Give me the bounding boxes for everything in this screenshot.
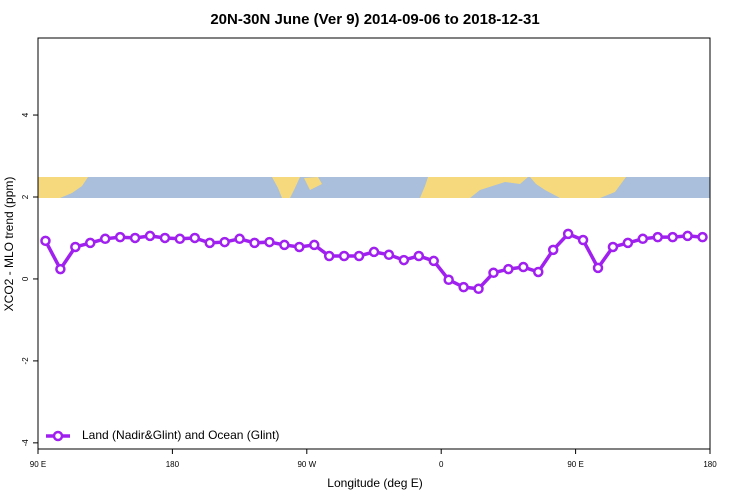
point — [338, 250, 350, 262]
series-line — [43, 231, 703, 291]
point — [114, 231, 126, 243]
legend-marker — [52, 430, 64, 442]
point — [294, 241, 305, 253]
x-tick-label: 90 W — [297, 460, 316, 469]
point — [189, 232, 201, 244]
point — [353, 250, 365, 262]
point — [473, 283, 484, 295]
point — [533, 266, 544, 278]
point — [637, 233, 649, 245]
point — [383, 249, 395, 261]
point — [652, 231, 663, 243]
point — [413, 250, 425, 262]
point — [488, 267, 499, 279]
point — [518, 261, 529, 273]
point — [40, 235, 51, 247]
y-tick-label: 0 — [21, 276, 30, 281]
point — [592, 262, 604, 274]
y-tick-label: -2 — [21, 357, 30, 365]
y-tick-label: 4 — [21, 112, 30, 117]
x-tick-label: 180 — [166, 460, 180, 469]
point — [577, 234, 589, 246]
point — [99, 233, 111, 245]
point — [55, 263, 66, 275]
map-strip — [38, 177, 710, 198]
point — [264, 236, 275, 248]
y-axis-label: XCO2 - MLO trend (ppm) — [2, 177, 16, 312]
point — [607, 241, 619, 253]
point — [279, 239, 290, 251]
point — [129, 232, 141, 244]
x-axis-label: Longitude (deg E) — [327, 476, 422, 490]
point — [562, 228, 574, 240]
point — [85, 237, 96, 249]
legend-label: Land (Nadir&Glint) and Ocean (Glint) — [82, 428, 279, 442]
point — [144, 230, 156, 242]
x-tick-label: 90 E — [567, 460, 583, 469]
x-tick-label: 90 E — [30, 460, 46, 469]
point — [667, 231, 678, 243]
point — [70, 241, 81, 253]
y-tick-label: -4 — [21, 439, 30, 447]
chart-title: 20N-30N June (Ver 9) 2014-09-06 to 2018-… — [210, 11, 539, 28]
point — [697, 231, 708, 243]
point — [219, 236, 230, 248]
y-tick-label: 2 — [21, 194, 30, 199]
point — [622, 237, 634, 249]
point — [249, 237, 260, 249]
point — [234, 233, 245, 245]
plot-frame — [37, 37, 711, 450]
x-tick-label: 180 — [703, 460, 717, 469]
point — [323, 250, 335, 262]
point — [458, 281, 469, 293]
point — [309, 239, 320, 251]
point — [159, 232, 171, 244]
point — [443, 274, 454, 286]
point — [368, 246, 380, 258]
point — [547, 244, 559, 256]
point — [428, 255, 439, 267]
point — [174, 233, 186, 245]
point — [398, 254, 410, 266]
x-tick-label: 0 — [439, 460, 444, 469]
point — [503, 263, 514, 275]
point — [682, 230, 693, 242]
point — [204, 237, 215, 249]
